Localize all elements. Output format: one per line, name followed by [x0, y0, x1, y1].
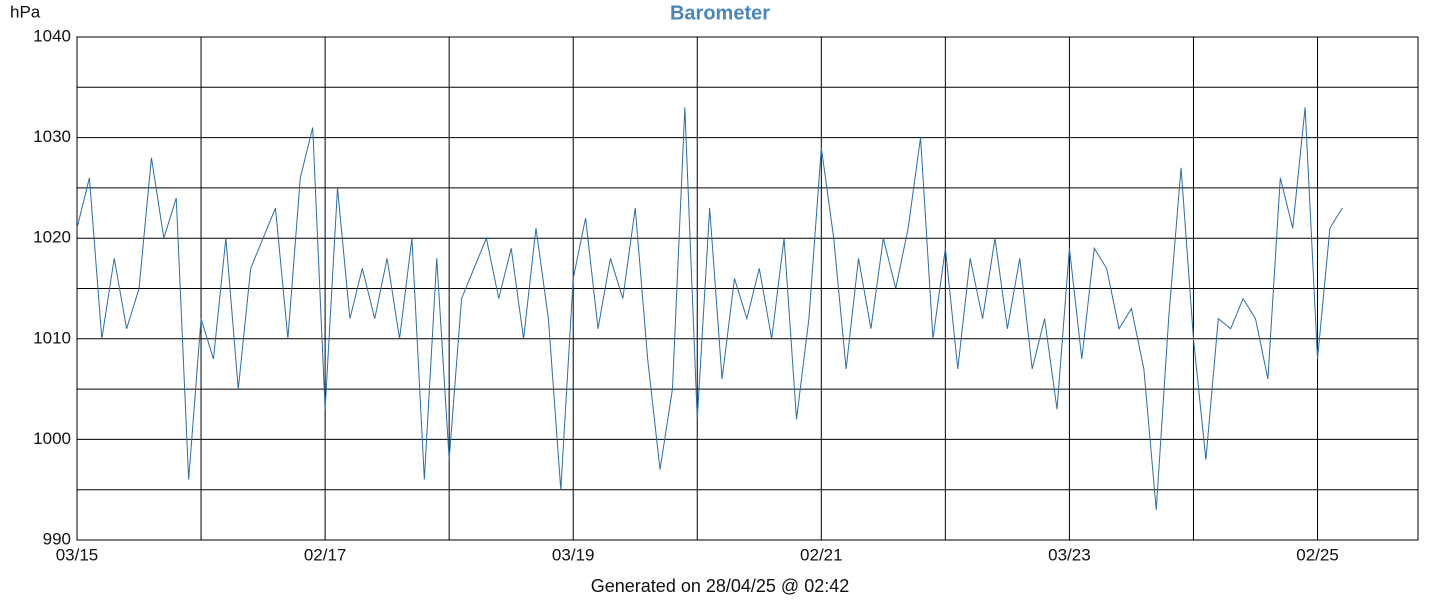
- x-tick-label: 03/19: [552, 545, 595, 564]
- x-tick-label: 02/25: [1296, 545, 1339, 564]
- y-tick-label: 1020: [33, 228, 71, 247]
- x-tick-label: 02/21: [800, 545, 843, 564]
- x-tick-label: 03/23: [1048, 545, 1091, 564]
- chart-title: Barometer: [670, 2, 770, 24]
- y-unit: hPa: [10, 2, 41, 21]
- y-tick-label: 990: [43, 529, 71, 548]
- y-tick-label: 1040: [33, 26, 71, 45]
- y-tick-label: 1000: [33, 429, 71, 448]
- x-tick-label: 02/17: [304, 545, 347, 564]
- line-series: [76, 107, 1343, 510]
- y-tick-label: 1030: [33, 127, 71, 146]
- footer: Generated on 28/04/25 @ 02:42: [591, 576, 849, 596]
- x-tick-label: 03/15: [56, 545, 99, 564]
- y-tick-label: 1010: [33, 328, 71, 347]
